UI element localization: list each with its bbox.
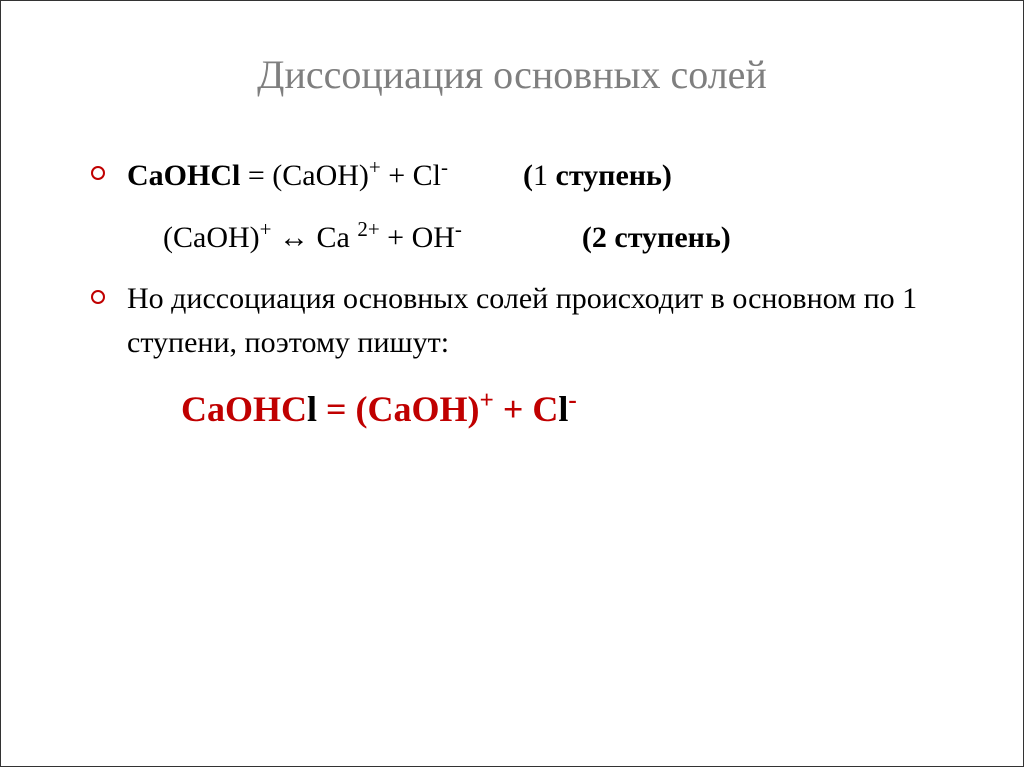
- explanation-paragraph: Но диссоциация основных солей происходит…: [127, 277, 953, 364]
- highlighted-equation: CaOHCl = (CaOH)+ + Cl-: [181, 382, 953, 436]
- bullet-marker-icon: [91, 166, 105, 180]
- equation-step1: CaOHCl = (CaOH)+ + Cl- (1 ступень): [127, 153, 672, 197]
- slide-content: CaOHCl = (CaOH)+ + Cl- (1 ступень) (CaOH…: [71, 153, 953, 436]
- slide-title: Диссоциация основных солей: [71, 51, 953, 98]
- bullet-line-2: Но диссоциация основных солей происходит…: [91, 277, 953, 364]
- bullet-marker-icon: [91, 290, 105, 304]
- bullet-line-1: CaOHCl = (CaOH)+ + Cl- (1 ступень): [91, 153, 953, 197]
- equation-step2: (CaOH)+ ↔ Ca 2+ + OH- (2 ступень): [163, 215, 953, 259]
- slide-container: Диссоциация основных солей CaOHCl = (CaO…: [1, 1, 1023, 766]
